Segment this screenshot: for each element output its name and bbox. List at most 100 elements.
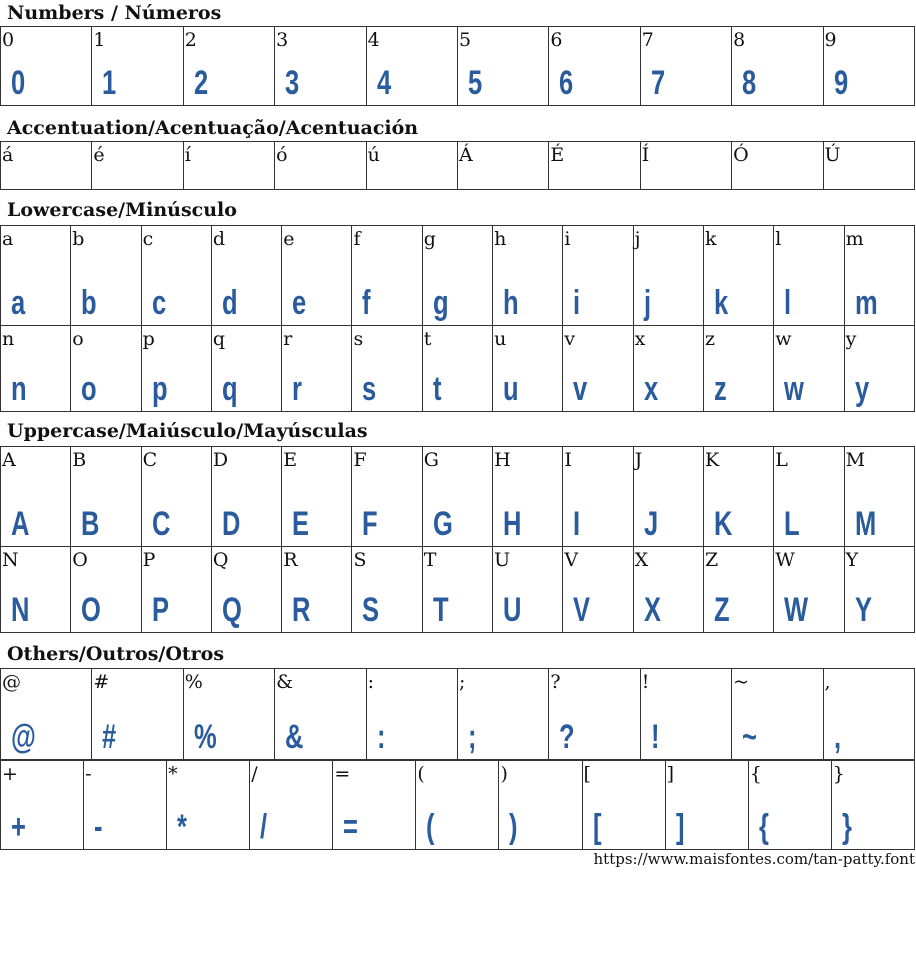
character-label: A (2, 449, 16, 471)
glyph-preview: z (713, 370, 727, 408)
glyph-cell: ó (274, 141, 367, 190)
character-label: d (212, 228, 226, 250)
character-label: C (142, 449, 158, 471)
character-label: S (353, 549, 367, 571)
glyph-preview: b (81, 284, 97, 322)
character-label: ? (550, 671, 561, 693)
character-label: 2 (184, 29, 197, 51)
glyph-table: @ @ # #%% & &::;;??!! ~ ~,, (0, 668, 916, 760)
character-label: { (749, 763, 762, 785)
character-label: i (564, 228, 571, 250)
glyph-cell: [[ (581, 760, 666, 850)
glyph-preview: ~ (742, 718, 758, 756)
glyph-preview: % (193, 718, 217, 756)
glyph-preview: ; (467, 718, 477, 756)
character-label: T (423, 549, 437, 571)
glyph-preview: @ (11, 718, 36, 756)
glyph-preview: 6 (559, 64, 574, 102)
glyph-preview: Q (221, 591, 242, 629)
character-label: M (845, 449, 866, 471)
character-label: q (212, 328, 226, 350)
character-label: P (142, 549, 156, 571)
glyph-preview: M (854, 505, 876, 543)
character-label: É (550, 144, 565, 166)
glyph-preview: : (376, 718, 386, 756)
glyph-preview: { (758, 808, 769, 846)
character-label: , (824, 671, 831, 693)
character-label: N (2, 549, 19, 571)
glyph-cell: :: (365, 668, 458, 760)
glyph-cell: á (0, 141, 93, 190)
character-label: O (72, 549, 88, 571)
glyph-preview: N (11, 591, 30, 629)
glyph-preview: u (503, 370, 519, 408)
glyph-preview: g (432, 284, 449, 322)
glyph-table: + + - - * * / / = =(())[[]]{{}} (0, 760, 916, 850)
character-label: u (494, 328, 507, 350)
glyph-preview: 9 (833, 64, 848, 102)
character-label: k (704, 228, 717, 250)
character-label: D (212, 449, 229, 471)
character-label: l (775, 228, 782, 250)
character-label: # (93, 671, 110, 693)
character-label: o (72, 328, 84, 350)
glyph-cell: ?? (548, 668, 641, 760)
character-label: z (704, 328, 715, 350)
character-label: w (775, 328, 792, 350)
glyph-cell: í (182, 141, 276, 190)
character-label: ( (417, 763, 425, 785)
character-label: f (353, 228, 361, 250)
character-label: á (2, 144, 14, 166)
glyph-cell: / / (249, 760, 334, 850)
glyph-preview: V (573, 591, 591, 629)
glyph-preview: T (432, 591, 449, 629)
glyph-cell: ;; (456, 668, 550, 760)
character-label: @ (2, 671, 21, 693)
character-label: b (72, 228, 85, 250)
character-label: } (832, 763, 845, 785)
glyph-cell: %% (182, 668, 276, 760)
character-label: 6 (550, 29, 563, 51)
character-label: ó (276, 144, 288, 166)
character-label: G (423, 449, 439, 471)
glyph-preview: ] (675, 808, 685, 846)
character-label: p (142, 328, 155, 350)
character-label: Í (641, 144, 650, 166)
character-label: L (775, 449, 788, 471)
character-label: j (634, 228, 641, 250)
glyph-preview: } (841, 808, 852, 846)
source-url[interactable]: https://www.maisfontes.com/tan-patty.fon… (593, 850, 916, 868)
glyph-preview: F (362, 505, 379, 543)
character-label: 7 (641, 29, 654, 51)
glyph-preview: U (503, 591, 522, 629)
character-label: ] (666, 763, 675, 785)
character-label: t (423, 328, 432, 350)
section-title: Accentuation/Acentuação/Acentuación (7, 117, 419, 139)
character-label: c (142, 228, 154, 250)
glyph-preview: 1 (102, 64, 117, 102)
glyph-row: + + - - * * / / = =(())[[]]{{}} (0, 760, 916, 850)
character-label: ú (367, 144, 380, 166)
glyph-preview: a (11, 284, 26, 322)
character-label: X (634, 549, 649, 571)
character-label: é (93, 144, 105, 166)
character-label: 1 (93, 29, 106, 51)
glyph-preview: n (11, 370, 27, 408)
